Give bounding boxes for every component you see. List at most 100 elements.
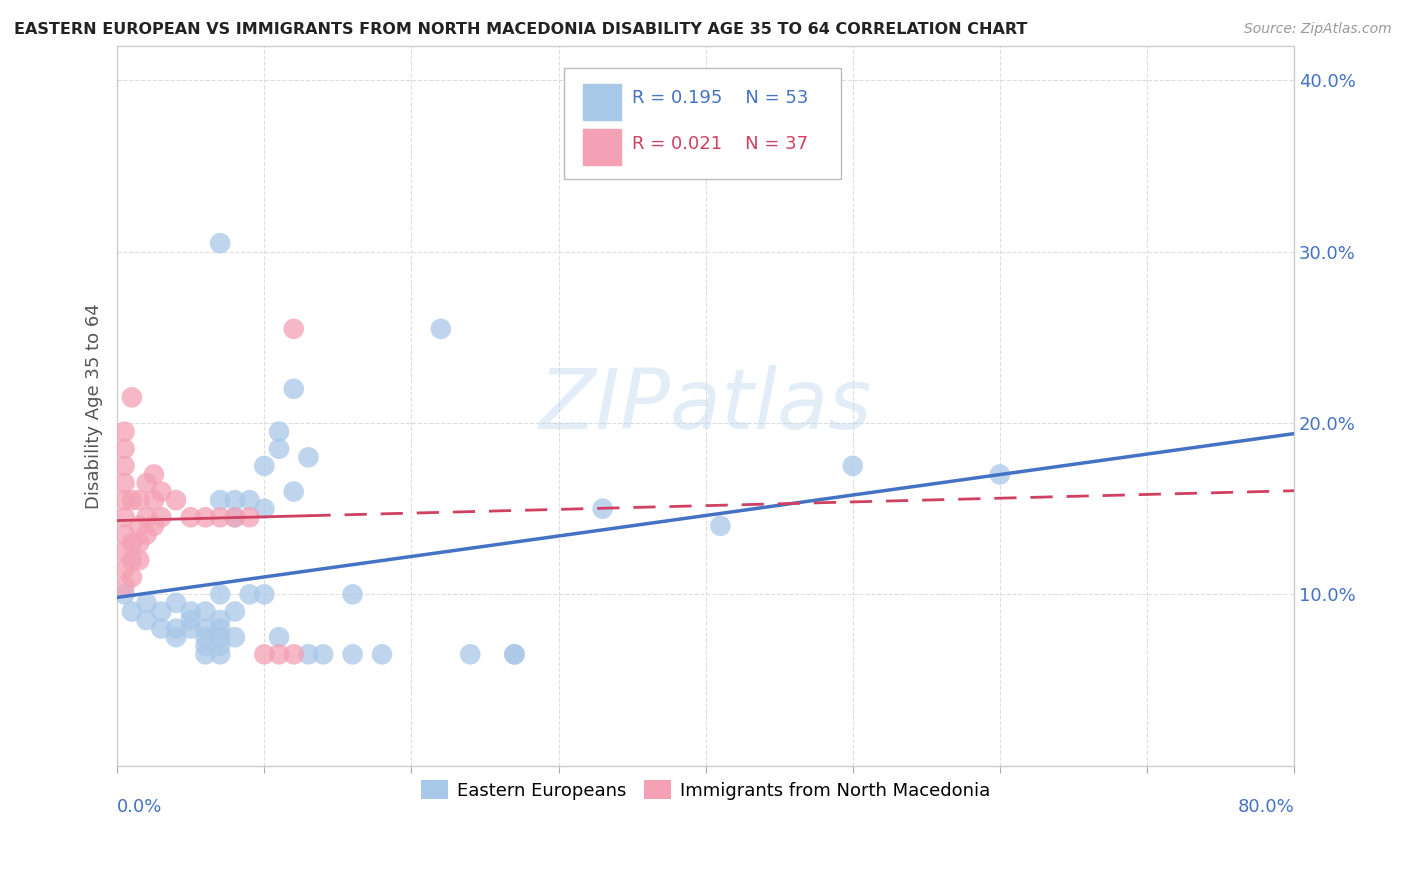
Point (135, 613, 157, 627)
Point (114, 527, 136, 541)
Point (253, 648, 276, 662)
Point (135, 527, 157, 541)
Point (267, 648, 290, 662)
Point (121, 605, 143, 619)
Point (121, 570, 143, 584)
Point (209, 622, 232, 636)
Text: 0.0%: 0.0% (117, 798, 163, 816)
Point (194, 605, 217, 619)
Point (135, 476, 157, 491)
Point (239, 493, 262, 508)
Point (224, 510, 246, 524)
FancyBboxPatch shape (564, 68, 841, 179)
Point (121, 493, 143, 508)
Point (224, 630, 246, 644)
Point (224, 510, 246, 524)
Point (114, 458, 136, 473)
Point (114, 544, 136, 558)
Point (709, 519, 731, 533)
Point (988, 467, 1011, 482)
Point (143, 519, 166, 533)
Point (842, 458, 865, 473)
Point (128, 553, 150, 567)
Point (312, 648, 335, 662)
Point (209, 236, 232, 251)
Point (297, 648, 319, 662)
Point (114, 442, 136, 456)
Point (114, 562, 136, 576)
Point (283, 322, 305, 336)
Point (128, 536, 150, 550)
Text: ZIPatlas: ZIPatlas (538, 366, 873, 446)
Point (267, 630, 290, 644)
Point (165, 630, 187, 644)
Point (209, 587, 232, 601)
Point (267, 425, 290, 439)
Text: Source: ZipAtlas.com: Source: ZipAtlas.com (1244, 22, 1392, 37)
Point (592, 501, 614, 516)
Point (194, 648, 217, 662)
Point (165, 493, 187, 508)
Point (121, 553, 143, 567)
Point (267, 442, 290, 456)
Point (342, 648, 364, 662)
Point (253, 458, 276, 473)
Point (114, 476, 136, 491)
Text: EASTERN EUROPEAN VS IMMIGRANTS FROM NORTH MACEDONIA DISABILITY AGE 35 TO 64 CORR: EASTERN EUROPEAN VS IMMIGRANTS FROM NORT… (14, 22, 1028, 37)
Point (180, 613, 202, 627)
Text: 80.0%: 80.0% (1237, 798, 1294, 816)
Point (180, 510, 202, 524)
Point (209, 493, 232, 508)
Point (209, 639, 232, 653)
Point (194, 639, 217, 653)
Point (114, 425, 136, 439)
Point (209, 648, 232, 662)
Point (297, 450, 319, 465)
Point (143, 467, 166, 482)
Point (135, 596, 157, 610)
Point (114, 587, 136, 601)
Point (224, 493, 246, 508)
Point (194, 510, 217, 524)
Point (150, 484, 173, 499)
Point (342, 587, 364, 601)
Point (194, 630, 217, 644)
Point (128, 519, 150, 533)
Point (209, 510, 232, 524)
Point (239, 587, 262, 601)
Point (143, 493, 166, 508)
Text: R = 0.021    N = 37: R = 0.021 N = 37 (631, 135, 807, 153)
Point (150, 622, 173, 636)
Point (180, 605, 202, 619)
Point (209, 630, 232, 644)
Y-axis label: Disability Age 35 to 64: Disability Age 35 to 64 (86, 303, 103, 508)
Point (180, 622, 202, 636)
Point (503, 648, 526, 662)
Text: R = 0.195    N = 53: R = 0.195 N = 53 (631, 89, 808, 107)
Point (503, 648, 526, 662)
Point (114, 493, 136, 508)
Point (121, 390, 143, 404)
Point (371, 648, 394, 662)
Point (165, 622, 187, 636)
Point (165, 596, 187, 610)
FancyBboxPatch shape (583, 129, 621, 165)
Point (239, 510, 262, 524)
Point (135, 510, 157, 524)
Point (114, 579, 136, 593)
Point (114, 510, 136, 524)
Point (150, 605, 173, 619)
Point (458, 648, 481, 662)
Point (283, 484, 305, 499)
Point (224, 605, 246, 619)
Point (194, 622, 217, 636)
Point (283, 382, 305, 396)
Legend: Eastern Europeans, Immigrants from North Macedonia: Eastern Europeans, Immigrants from North… (413, 773, 998, 807)
Point (283, 648, 305, 662)
Point (209, 613, 232, 627)
Point (253, 587, 276, 601)
Point (430, 322, 453, 336)
Point (121, 536, 143, 550)
FancyBboxPatch shape (583, 85, 621, 120)
Point (253, 501, 276, 516)
